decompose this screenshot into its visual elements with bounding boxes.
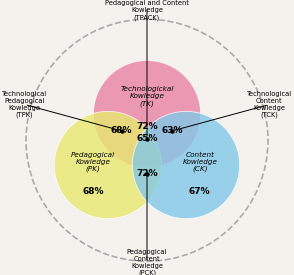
Text: Content
Kowledge
(CK): Content Kowledge (CK): [182, 152, 217, 172]
Text: 72%: 72%: [136, 169, 158, 178]
Circle shape: [93, 60, 201, 168]
Text: Technologickal
Kowledge
(TK): Technologickal Kowledge (TK): [120, 86, 174, 106]
Text: 68%: 68%: [111, 126, 133, 135]
Text: 65%: 65%: [136, 134, 158, 143]
Circle shape: [54, 111, 162, 219]
Circle shape: [132, 111, 240, 219]
Text: Technological
Pedagogical and Content
Kowledge
(TPACK): Technological Pedagogical and Content Ko…: [105, 0, 189, 21]
Text: Pedagogical
Content
Kowledge
(PCK): Pedagogical Content Kowledge (PCK): [127, 249, 167, 275]
Text: 63%: 63%: [161, 126, 183, 135]
Text: 67%: 67%: [189, 187, 211, 196]
Text: Pedagogical
Kowledge
(PK): Pedagogical Kowledge (PK): [71, 152, 115, 172]
Text: 68%: 68%: [82, 187, 103, 196]
Text: Technological
Pedagogical
Kowledge
(TPK): Technological Pedagogical Kowledge (TPK): [2, 91, 47, 118]
Text: 72%: 72%: [136, 122, 158, 131]
Text: Technological
Content
Kowledge
(TCK): Technological Content Kowledge (TCK): [247, 91, 292, 118]
